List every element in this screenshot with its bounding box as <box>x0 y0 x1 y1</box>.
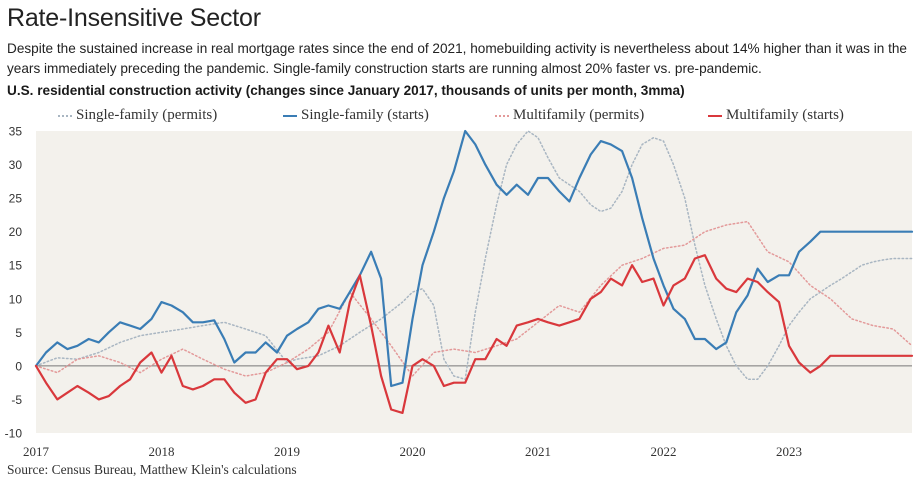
series-line-sf-starts <box>34 129 914 388</box>
legend-label-mf-starts: Multifamily (starts) <box>726 107 844 123</box>
legend-label-sf-permits: Single-family (permits) <box>76 107 218 123</box>
page-title: Rate-Insensitive Sector <box>7 4 261 32</box>
legend-item-mf-permits: Multifamily (permits) <box>495 107 644 124</box>
x-tick-label: 2021 <box>525 444 551 459</box>
y-tick-label: 30 <box>9 158 23 172</box>
x-tick-label: 2017 <box>23 444 50 459</box>
legend-swatch-mf-starts <box>708 114 722 117</box>
x-tick-label: 2023 <box>776 444 802 459</box>
chart-title: U.S. residential construction activity (… <box>7 83 685 98</box>
legend-swatch-sf-starts <box>283 114 297 117</box>
legend-swatch-sf-permits <box>58 114 72 117</box>
source-note: Source: Census Bureau, Matthew Klein's c… <box>7 462 297 477</box>
legend-item-sf-starts: Single-family (starts) <box>283 107 429 124</box>
x-tick-label: 2020 <box>400 444 426 459</box>
chart-legend: Single-family (permits) Single-family (s… <box>0 104 922 128</box>
legend-swatch-mf-permits <box>495 114 509 117</box>
legend-label-sf-starts: Single-family (starts) <box>301 107 429 123</box>
x-tick-label: 2022 <box>651 444 677 459</box>
legend-label-mf-permits: Multifamily (permits) <box>513 107 645 123</box>
y-tick-label: 10 <box>9 292 23 306</box>
y-tick-label: 35 <box>9 125 23 139</box>
y-tick-label: -5 <box>11 393 22 407</box>
series-line-mf-permits <box>35 220 913 377</box>
series-line-sf-permits <box>35 130 913 381</box>
x-tick-label: 2018 <box>149 444 175 459</box>
y-tick-label: 5 <box>15 326 22 340</box>
y-tick-label: -10 <box>5 427 23 441</box>
series-line-mf-starts <box>34 254 914 414</box>
y-tick-label: 20 <box>9 225 23 239</box>
legend-item-mf-starts: Multifamily (starts) <box>708 107 844 124</box>
y-tick-label: 25 <box>9 192 23 206</box>
page-subtitle: Despite the sustained increase in real m… <box>7 41 907 76</box>
x-tick-label: 2019 <box>274 444 300 459</box>
y-tick-label: 0 <box>15 359 22 373</box>
y-tick-label: 15 <box>9 259 23 273</box>
legend-item-sf-permits: Single-family (permits) <box>58 107 217 124</box>
